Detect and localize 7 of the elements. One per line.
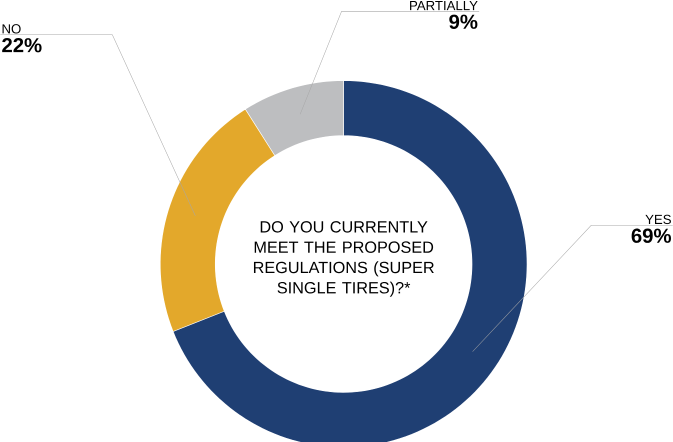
data-label: 22%	[2, 38, 42, 52]
data-label: 9%	[449, 14, 478, 29]
data-label: 69%	[632, 228, 671, 243]
slice-label: YES	[645, 214, 671, 224]
text: DO YOU CURRENTLY MEET THE PROPOSED REGULATIONS (SUPER SINGLE TIRES)?*	[254, 220, 434, 297]
slice-label: PARTIALLY	[410, 0, 478, 10]
slice-label: NO	[2, 24, 21, 34]
